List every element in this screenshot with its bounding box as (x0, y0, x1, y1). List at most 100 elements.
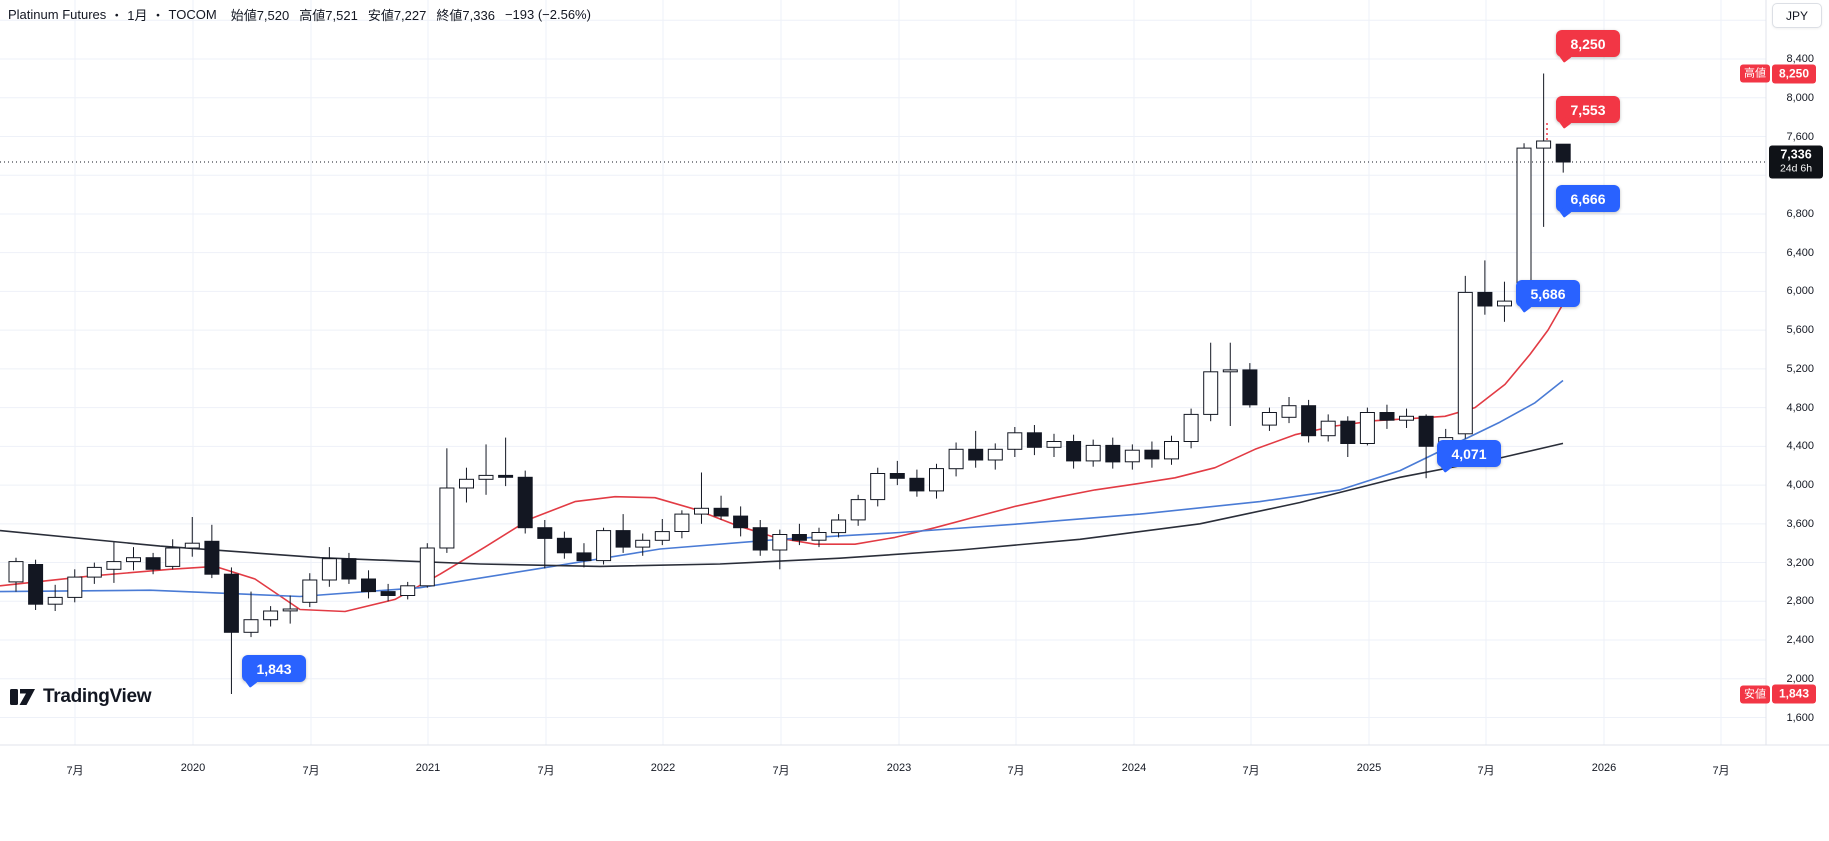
candle-2020-05[interactable] (263, 606, 279, 627)
candle-2023-12[interactable] (1105, 437, 1121, 469)
candle-2022-06[interactable] (752, 520, 768, 556)
candle-2020-10[interactable] (361, 570, 376, 599)
price-callout[interactable]: 8,250 (1556, 30, 1620, 63)
candle-2022-03[interactable] (694, 472, 709, 524)
candle-2020-11[interactable] (380, 583, 396, 602)
price-axis-label[interactable]: 8,000 (1786, 91, 1814, 104)
candle-2019-11[interactable] (145, 552, 161, 575)
candle-2020-01[interactable] (184, 517, 200, 557)
price-callout[interactable]: 5,686 (1516, 280, 1580, 313)
time-axis-label[interactable]: 7月 (66, 765, 84, 777)
candle-2023-10[interactable] (1066, 434, 1082, 469)
candle-2024-02[interactable] (1144, 441, 1160, 468)
candle-2025-04[interactable] (1418, 414, 1434, 479)
candle-2023-07[interactable] (1007, 427, 1023, 457)
candle-2021-02[interactable] (439, 448, 455, 553)
candle-2021-09[interactable] (576, 543, 592, 568)
candle-2025-08[interactable] (1497, 281, 1512, 322)
time-axis-label[interactable]: 7月 (1007, 765, 1025, 777)
candle-2023-02[interactable] (909, 469, 925, 497)
candle-2021-10[interactable] (596, 527, 612, 565)
candle-2024-09[interactable] (1281, 397, 1297, 424)
price-axis-label[interactable]: 6,400 (1786, 246, 1814, 259)
candle-2024-10[interactable] (1301, 399, 1317, 443)
price-axis-label[interactable]: 5,200 (1786, 362, 1814, 375)
candle-2021-07[interactable] (537, 520, 553, 569)
candle-2024-01[interactable] (1124, 444, 1140, 470)
candle-2024-04[interactable] (1183, 408, 1199, 449)
price-axis-label[interactable]: 4,800 (1786, 401, 1814, 414)
candle-2020-06[interactable] (282, 595, 298, 624)
candle-2022-05[interactable] (733, 506, 749, 537)
candle-2023-11[interactable] (1085, 439, 1101, 467)
candle-2020-02[interactable] (204, 524, 220, 579)
price-axis-label[interactable]: 4,000 (1786, 479, 1814, 492)
candle-2024-11[interactable] (1320, 414, 1336, 442)
candle-2024-12[interactable] (1340, 416, 1356, 457)
candle-2020-09[interactable] (341, 552, 357, 584)
price-axis-label[interactable]: 3,200 (1786, 556, 1814, 569)
candle-2025-10[interactable] (1536, 73, 1552, 227)
candle-2022-01[interactable] (654, 519, 670, 546)
time-axis-label[interactable]: 7月 (772, 765, 790, 777)
candle-2020-03[interactable] (223, 567, 239, 694)
currency-button[interactable]: JPY (1772, 3, 1822, 28)
price-callout[interactable]: 6,666 (1556, 185, 1620, 218)
candle-2019-09[interactable] (106, 542, 122, 583)
symbol-legend[interactable]: Platinum Futures ・ 1月 ・ TOCOM 始値7,520 高値… (8, 5, 591, 24)
candle-2019-07[interactable] (67, 569, 83, 603)
candle-2023-04[interactable] (948, 442, 964, 477)
candle-2024-03[interactable] (1164, 435, 1179, 465)
candle-2022-07[interactable] (772, 529, 788, 570)
time-axis-label[interactable]: 7月 (537, 765, 555, 777)
candle-2021-05[interactable] (498, 437, 514, 487)
candle-2019-10[interactable] (126, 547, 141, 571)
time-axis-label[interactable]: 2021 (415, 762, 441, 774)
price-axis-label[interactable]: 6,800 (1786, 207, 1814, 220)
candle-2022-09[interactable] (811, 527, 827, 548)
price-axis-label[interactable]: 3,600 (1786, 517, 1814, 530)
candle-2020-07[interactable] (302, 573, 318, 608)
candle-2020-04[interactable] (243, 591, 259, 638)
price-axis-label[interactable]: 8,400 (1786, 53, 1814, 65)
time-axis-label[interactable]: 7月 (1242, 765, 1260, 777)
time-axis-label[interactable]: 2022 (650, 762, 676, 774)
time-axis-label[interactable]: 2024 (1121, 762, 1147, 774)
candle-2023-06[interactable] (987, 443, 1003, 470)
time-axis-label[interactable]: 2025 (1356, 762, 1382, 774)
candle-2023-08[interactable] (1026, 425, 1042, 456)
price-axis-label[interactable]: 7,600 (1786, 130, 1814, 143)
time-axis-label[interactable]: 2020 (180, 762, 206, 774)
price-callout[interactable]: 7,553 (1556, 96, 1620, 129)
candle-2025-01[interactable] (1359, 407, 1375, 446)
candle-2023-09[interactable] (1046, 433, 1062, 457)
ma-mid-blue[interactable] (0, 379, 1564, 598)
price-axis-label[interactable]: 2,400 (1786, 634, 1814, 646)
candle-2025-11[interactable] (1555, 143, 1571, 173)
candle-2025-06[interactable] (1457, 275, 1473, 439)
candle-2020-12[interactable] (400, 581, 416, 600)
candle-2025-09[interactable] (1516, 143, 1532, 305)
candle-2024-08[interactable] (1261, 407, 1277, 431)
candle-2025-07[interactable] (1477, 260, 1493, 315)
price-axis-label[interactable]: 2,800 (1786, 595, 1814, 608)
time-axis-label[interactable]: 2023 (886, 762, 912, 774)
candle-2023-05[interactable] (968, 430, 984, 468)
candle-2019-06[interactable] (47, 584, 63, 611)
candle-2020-08[interactable] (321, 547, 337, 587)
candle-2023-03[interactable] (929, 463, 944, 499)
candle-2019-04[interactable] (8, 557, 24, 592)
candle-2025-03[interactable] (1399, 408, 1414, 428)
candle-2021-06[interactable] (517, 470, 533, 534)
time-axis-label[interactable]: 7月 (1712, 765, 1730, 777)
tradingview-logo[interactable]: TradingView (10, 686, 152, 708)
candle-2021-01[interactable] (419, 543, 435, 588)
candle-2022-04[interactable] (713, 495, 729, 520)
price-axis-label[interactable]: 1,600 (1786, 711, 1814, 724)
candle-2021-08[interactable] (556, 531, 572, 559)
price-callout[interactable]: 1,843 (242, 655, 306, 688)
price-axis-label[interactable]: 2,000 (1786, 672, 1814, 685)
candle-2022-10[interactable] (831, 514, 847, 538)
candle-2019-08[interactable] (86, 562, 102, 584)
